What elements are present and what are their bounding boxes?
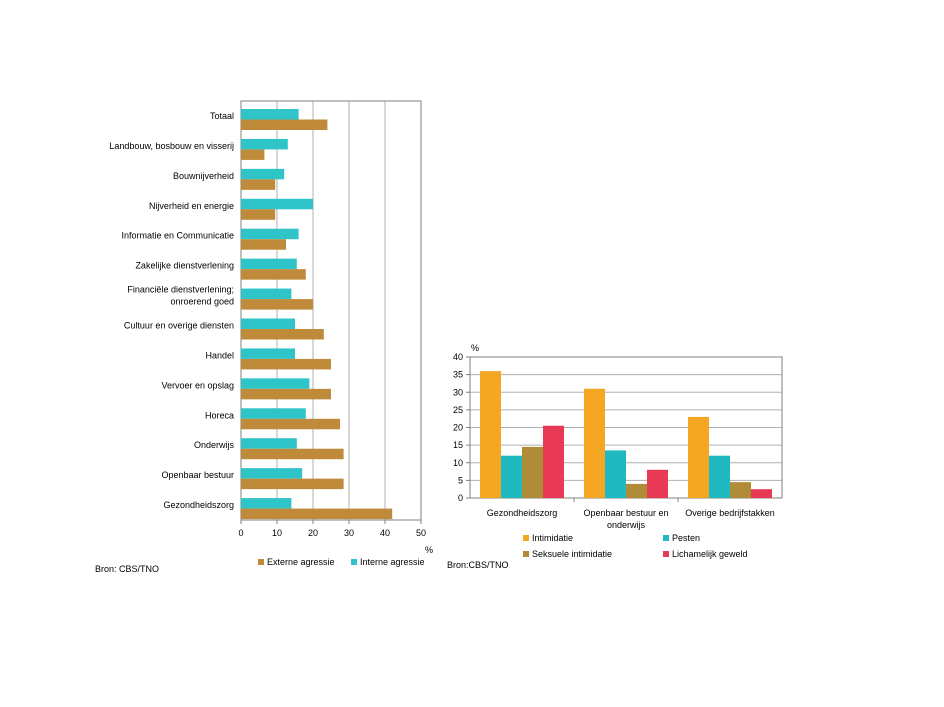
bar-interne — [241, 198, 313, 210]
bar-externe — [241, 119, 328, 130]
bar-externe — [241, 478, 344, 490]
tick-label: 35 — [453, 370, 463, 380]
bar-2 — [522, 446, 543, 498]
tick-label: 10 — [453, 458, 463, 468]
tick-label: 30 — [453, 387, 463, 397]
category-label: Horeca — [205, 410, 234, 420]
legend-swatch — [258, 559, 264, 565]
category-label: Cultuur en overige diensten — [124, 320, 234, 330]
category-label: Vervoer en opslag — [161, 380, 234, 390]
category-label: Bouwnijverheid — [173, 171, 234, 181]
category-label: onderwijs — [607, 520, 646, 530]
bar-0 — [584, 388, 605, 498]
x-axis-label: % — [425, 545, 433, 555]
bar-0 — [480, 371, 501, 498]
category-label: onroerend goed — [170, 297, 234, 307]
legend-swatch — [663, 551, 669, 557]
bar-interne — [241, 228, 299, 240]
legend-swatch — [663, 535, 669, 541]
y-axis-label: % — [471, 343, 479, 353]
bar-externe — [241, 239, 286, 250]
legend-label: Externe agressie — [267, 557, 335, 567]
tick-label: 25 — [453, 405, 463, 415]
bar-3 — [647, 469, 668, 498]
tick-label: 5 — [458, 475, 463, 485]
bar-interne — [241, 378, 310, 389]
tick-label: 30 — [344, 528, 354, 538]
legend-label: Pesten — [672, 533, 700, 543]
bar-interne — [241, 168, 285, 180]
category-label: Financiële dienstverlening; — [127, 285, 234, 295]
tick-label: 20 — [453, 423, 463, 433]
left-chart: Totaal Landbouw, bosbouw en visserij Bouwn… — [109, 100, 433, 567]
bar-interne — [241, 318, 295, 329]
left-source: Bron: CBS/TNO — [95, 564, 160, 574]
bar-externe — [241, 329, 324, 340]
category-label: Openbaar bestuur en — [583, 508, 668, 518]
tick-label: 20 — [308, 528, 318, 538]
category-label: Informatie en Communicatie — [121, 231, 234, 241]
bar-externe — [241, 269, 306, 280]
category-label: Zakelijke dienstverlening — [135, 261, 234, 271]
bar-3 — [543, 425, 564, 498]
tick-label: 10 — [272, 528, 282, 538]
category-label: Onderwijs — [194, 440, 235, 450]
bar-externe — [241, 388, 331, 400]
legend-swatch — [351, 559, 357, 565]
bar-1 — [605, 450, 626, 498]
bar-interne — [241, 258, 297, 270]
category-label: Gezondheidszorg — [163, 500, 234, 510]
bar-interne — [241, 109, 299, 120]
bar-0 — [688, 416, 709, 498]
tick-label: 40 — [453, 352, 463, 362]
tick-label: 0 — [238, 528, 243, 538]
bar-externe — [241, 508, 393, 520]
bar-externe — [241, 149, 265, 160]
bar-externe — [241, 299, 313, 310]
bar-1 — [709, 455, 730, 498]
bar-2 — [626, 483, 647, 498]
category-label: Totaal — [210, 111, 234, 121]
legend-label: Interne agressie — [360, 557, 425, 567]
bar-externe — [241, 209, 276, 220]
tick-label: 40 — [380, 528, 390, 538]
category-label: Nijverheid en energie — [149, 201, 234, 211]
legend-label: Intimidatie — [532, 533, 573, 543]
legend-swatch — [523, 535, 529, 541]
bar-externe — [241, 358, 331, 370]
tick-label: 15 — [453, 440, 463, 450]
tick-label: 50 — [416, 528, 426, 538]
legend-swatch — [523, 551, 529, 557]
category-label: Openbaar bestuur — [161, 470, 234, 480]
right-chart: 0 5 10 15 20 25 30 35 40% Gezondheidszorg Openbaar… — [453, 343, 783, 559]
bar-externe — [241, 418, 340, 430]
category-label: Gezondheidszorg — [487, 508, 558, 518]
bar-1 — [501, 455, 522, 498]
bar-interne — [241, 348, 295, 359]
plot-frame — [240, 100, 422, 521]
category-label: Landbouw, bosbouw en visserij — [109, 141, 234, 151]
bar-2 — [730, 482, 751, 498]
bar-3 — [751, 489, 772, 498]
bar-interne — [241, 138, 288, 150]
legend-label: Seksuele intimidatie — [532, 549, 612, 559]
bar-interne — [241, 498, 292, 509]
tick-label: 0 — [458, 493, 463, 503]
bar-interne — [241, 438, 297, 449]
bar-externe — [241, 448, 344, 460]
bar-interne — [241, 408, 306, 419]
legend-label: Lichamelijk geweld — [672, 549, 748, 559]
category-label: Handel — [205, 350, 234, 360]
bar-externe — [241, 179, 276, 190]
bar-interne — [241, 468, 303, 479]
right-source: Bron:CBS/TNO — [447, 560, 509, 570]
category-label: Overige bedrijfstakken — [685, 508, 775, 518]
bar-interne — [241, 288, 292, 300]
